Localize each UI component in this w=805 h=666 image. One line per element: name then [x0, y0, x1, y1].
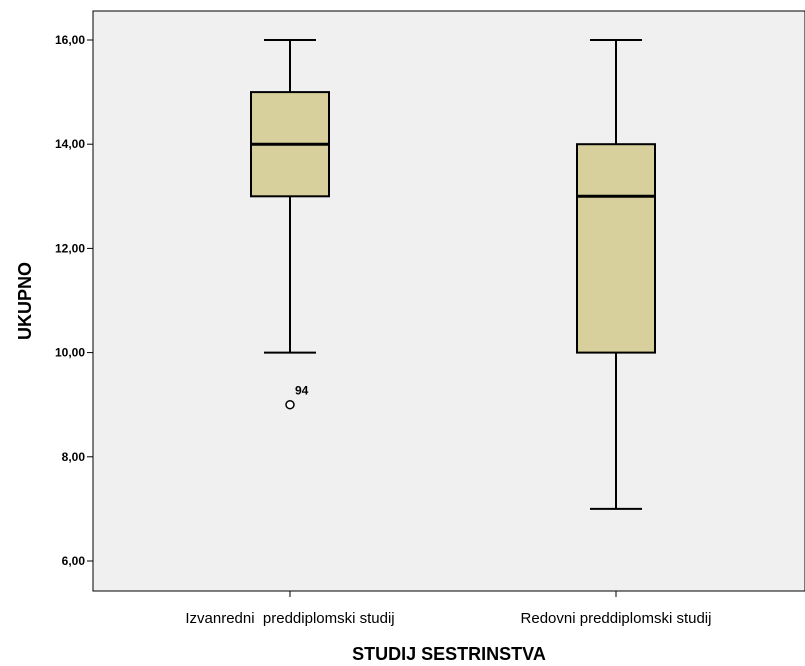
x-category-label: Redovni preddiplomski studij [521, 610, 712, 627]
outlier-point [285, 399, 295, 410]
outlier-label: 94 [295, 384, 309, 398]
boxes: 94 [250, 39, 656, 510]
y-tick-label: 8,00 [62, 450, 86, 464]
y-tick-label: 16,00 [55, 33, 85, 47]
box-group: 94 [250, 39, 330, 410]
y-tick-label: 10,00 [55, 346, 85, 360]
y-tick-label: 12,00 [55, 241, 85, 255]
y-axis: 6,00 8,00 10,00 12,00 14,00 16,00 [55, 33, 93, 568]
x-axis-title: STUDIJ SESTRINSTVA [352, 644, 546, 664]
box-group [576, 39, 656, 510]
plot-area [92, 10, 805, 592]
y-axis-title: UKUPNO [15, 262, 35, 340]
y-tick-label: 14,00 [55, 137, 85, 151]
x-category-label: Izvanredni preddiplomski studij [185, 610, 394, 627]
x-axis: Izvanredni preddiplomski studij Redovni p… [185, 591, 711, 627]
iqr-box [576, 143, 656, 354]
y-tick-label: 6,00 [62, 554, 86, 568]
